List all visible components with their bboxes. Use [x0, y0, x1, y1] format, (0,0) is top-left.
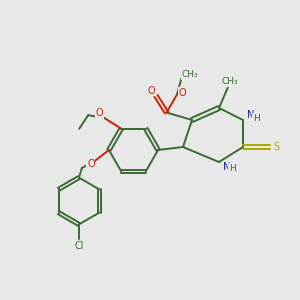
Text: O: O: [178, 88, 186, 98]
Text: Cl: Cl: [74, 241, 84, 251]
Text: O: O: [148, 85, 155, 96]
Text: CH₃: CH₃: [182, 70, 198, 79]
Text: S: S: [274, 142, 280, 152]
Text: N: N: [223, 161, 230, 172]
Text: CH₃: CH₃: [221, 77, 238, 86]
Text: O: O: [95, 108, 103, 118]
Text: N: N: [247, 110, 254, 120]
Text: H: H: [229, 164, 236, 173]
Text: H: H: [253, 114, 260, 123]
Text: O: O: [87, 159, 95, 169]
